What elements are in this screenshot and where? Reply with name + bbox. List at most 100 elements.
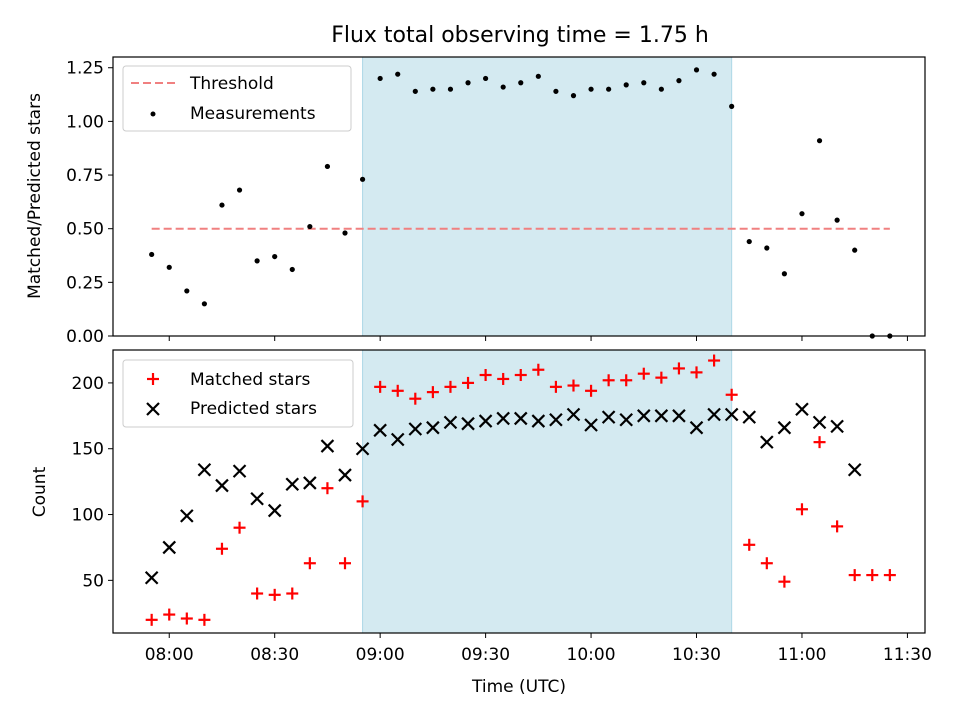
matched-star-point [391,384,404,397]
matched-star-point [725,388,738,401]
predicted-star-point [144,570,159,585]
predicted-star-point [724,407,739,422]
predicted-star-point [654,409,669,423]
predicted-star-point [619,412,633,427]
matched-star-point [602,374,615,387]
measurement-point [553,88,559,94]
predicted-stars-points [144,402,862,585]
predicted-star-point [531,414,546,428]
matched-star-point [655,371,668,384]
count-y-tick-label: 200 [72,374,104,394]
measurement-point [342,230,348,236]
predicted-star-point [513,411,528,426]
legend-measurements-swatch [150,111,156,117]
matched-star-point [303,557,316,570]
time-x-axis: 08:00 08:30 09:00 09:30 10:00 10:30 11:00 11:30 [145,633,932,665]
matched-star-point [866,569,879,582]
predicted-star-point [373,423,387,438]
predicted-star-point [496,411,510,426]
predicted-star-point [320,439,335,453]
matched-star-point [145,613,158,626]
measurement-point [500,84,506,90]
measurement-point [852,247,858,253]
time-x-tick-label: 10:00 [567,645,616,665]
predicted-star-point [461,416,475,431]
predicted-star-point [742,410,757,424]
ratio-y-label: Matched/Predicted stars [25,93,45,299]
measurement-point [764,245,770,251]
matched-star-point [690,366,703,379]
ratio-shaded-interval [362,56,733,337]
count-axes-frame [112,349,926,634]
predicted-star-point [443,415,458,430]
measurement-point [729,103,735,109]
count-y-axis: 50 100 150 200 [72,374,113,591]
predicted-star-point [338,468,352,482]
predicted-star-point [408,422,423,436]
measurement-point [641,80,647,86]
ratio-panel: 0.00 0.25 0.50 0.75 1.00 1.25 Matched/Predict… [25,56,926,347]
matched-star-point [497,372,510,385]
measurement-point [430,86,436,92]
matched-star-point [356,495,369,508]
measurement-point [412,88,418,94]
matched-star-point [251,587,264,600]
count-y-tick-label: 150 [72,440,104,460]
measurement-point [518,80,524,86]
matched-star-point [831,520,844,533]
ratio-y-tick-label: 0.00 [66,327,104,347]
chart-title: Flux total observing time = 1.75 h [331,23,709,48]
time-x-tick-label: 09:00 [356,645,405,665]
predicted-star-point [426,420,440,435]
matched-star-point [813,436,826,449]
matched-star-point [585,384,598,397]
count-y-label: Count [30,466,50,517]
measurement-point [746,238,752,245]
measurement-point [483,75,489,82]
time-x-label: Time (UTC) [471,677,566,697]
measurement-point [201,301,207,307]
measurement-point [272,253,278,260]
predicted-star-point [566,407,581,422]
matched-star-point [848,569,861,582]
measurement-point [658,86,664,92]
matched-star-point [708,354,721,367]
measurement-point [447,86,454,92]
matched-star-point [321,482,334,495]
measurement-point [606,86,612,92]
measurement-point [289,266,295,273]
predicted-star-point [232,464,247,478]
measurement-point [166,264,172,270]
predicted-star-point [250,491,264,506]
matched-star-point [532,363,545,376]
measurement-point [799,211,805,217]
predicted-star-point [707,407,721,422]
measurement-point [307,223,313,230]
matched-star-point [883,569,896,582]
ratio-y-tick-label: 1.25 [66,59,104,79]
predicted-star-point [760,435,774,449]
count-panel: 50 100 150 200 08:00 08:30 09:00 09:30 10:00 10:… [30,349,932,697]
measurement-point [254,258,260,264]
matched-star-point [426,386,439,399]
matched-star-point [163,608,176,621]
matched-star-point [462,376,475,389]
measurement-point [184,288,190,294]
measurement-point [676,78,682,84]
legend-matched-label: Matched stars [190,370,310,390]
matched-star-point [549,380,562,393]
matched-star-point [637,367,650,380]
measurement-point [588,86,594,92]
ratio-axes-frame [112,56,926,337]
measurement-point [324,163,331,170]
measurement-point [711,71,717,77]
matched-star-point [180,612,193,625]
matched-star-point [215,542,228,555]
time-x-tick-label: 08:00 [145,645,194,665]
ratio-legend: Threshold Measurements [122,65,352,132]
predicted-star-point [672,409,686,423]
matched-star-point [198,613,211,626]
measurement-point [816,138,823,144]
ratio-legend-box [122,65,352,132]
legend-predicted-label: Predicted stars [190,399,317,419]
